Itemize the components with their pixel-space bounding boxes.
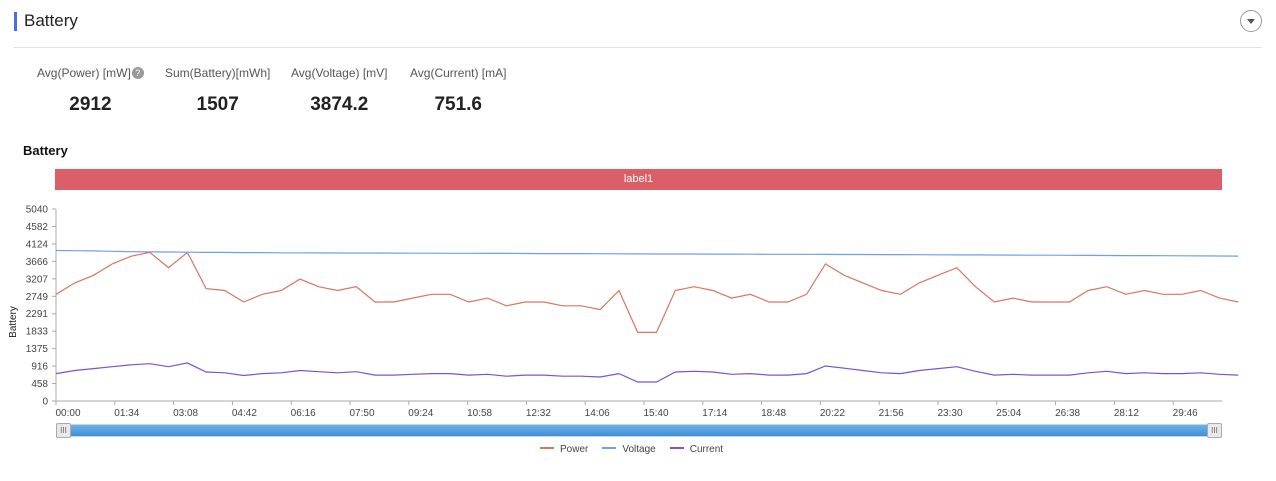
x-tick-label: 20:22 — [820, 408, 845, 419]
legend-swatch — [602, 447, 617, 449]
stat-label: Avg(Current) [mA] — [410, 66, 507, 80]
y-tick-label: 458 — [31, 379, 48, 390]
legend-item-current[interactable]: Current — [669, 444, 724, 455]
y-tick-label: 1375 — [26, 344, 49, 355]
x-tick-label: 01:34 — [114, 408, 139, 419]
y-tick-label: 916 — [31, 362, 48, 373]
series-line-current — [55, 362, 1239, 383]
stat-label: Sum(Battery)[mWh] — [165, 66, 271, 80]
legend-swatch — [540, 447, 554, 449]
stat-avg-current: Avg(Current) [mA] 751.6 — [410, 66, 506, 116]
x-tick-label: 09:24 — [408, 408, 433, 419]
legend-label: Voltage — [622, 444, 656, 455]
x-tick-label: 03:08 — [173, 408, 198, 419]
y-tick-label: 2291 — [26, 309, 49, 320]
legend-item-power[interactable]: Power — [540, 444, 588, 455]
x-tick-label: 28:12 — [1114, 408, 1139, 419]
y-tick-label: 1833 — [26, 327, 49, 338]
y-tick-label: 0 — [42, 397, 48, 408]
x-tick-label: 15:40 — [643, 408, 668, 419]
section-header: Battery — [14, 10, 1262, 48]
page-title: Battery — [24, 11, 78, 30]
x-tick-label: 25:04 — [996, 408, 1021, 419]
stat-sum-battery: Sum(Battery)[mWh] 1507 — [165, 66, 270, 116]
help-icon[interactable]: ? — [131, 67, 144, 79]
y-tick-label: 5040 — [26, 205, 49, 216]
x-tick-label: 07:50 — [349, 408, 374, 419]
y-axis-label: Battery — [8, 306, 19, 338]
chart-legend: Power Voltage Current — [540, 444, 723, 455]
title-accent — [14, 12, 17, 31]
series-line-power — [55, 251, 1239, 333]
legend-label: Power — [560, 444, 589, 455]
stat-label: Avg(Power) [mW] — [37, 66, 131, 80]
slider-handle-start[interactable]: III — [56, 423, 71, 438]
legend-swatch — [669, 447, 684, 449]
stat-label: Avg(Voltage) [mV] — [291, 66, 388, 80]
x-tick-label: 00:00 — [55, 408, 80, 419]
slider-handle-end[interactable]: III — [1207, 423, 1222, 438]
x-tick-label: 29:46 — [1173, 408, 1198, 419]
stat-avg-voltage: Avg(Voltage) [mV] 3874.2 — [291, 66, 388, 116]
y-tick-label: 4582 — [26, 222, 49, 233]
legend-label: Current — [689, 444, 724, 455]
x-tick-label: 17:14 — [702, 408, 727, 419]
y-tick-label: 3666 — [26, 257, 49, 268]
x-tick-label: 26:38 — [1055, 408, 1080, 419]
y-tick-label: 2749 — [26, 292, 49, 303]
stat-value: 2912 — [69, 94, 112, 115]
stat-avg-power: Avg(Power) [mW]? 2912 — [37, 66, 144, 116]
x-tick-label: 14:06 — [585, 408, 610, 419]
x-tick-label: 04:42 — [232, 408, 257, 419]
zoom-slider[interactable]: III III — [56, 423, 1222, 438]
x-tick-label: 18:48 — [761, 408, 786, 419]
stat-value: 3874.2 — [310, 94, 369, 115]
x-tick-label: 12:32 — [526, 408, 551, 419]
y-tick-label: 3207 — [26, 274, 49, 285]
series-line-voltage — [55, 249, 1239, 257]
label-band[interactable]: label1 — [55, 169, 1222, 190]
x-tick-label: 21:56 — [879, 408, 904, 419]
legend-item-voltage[interactable]: Voltage — [602, 444, 656, 455]
x-tick-label: 06:16 — [291, 408, 316, 419]
chevron-down-circle-icon[interactable] — [1240, 10, 1262, 32]
stat-value: 751.6 — [434, 94, 482, 115]
chart-title: Battery — [23, 143, 68, 158]
x-tick-label: 23:30 — [937, 408, 962, 419]
y-tick-label: 4124 — [26, 239, 49, 250]
x-tick-label: 10:58 — [467, 408, 492, 419]
stat-value: 1507 — [196, 94, 239, 115]
